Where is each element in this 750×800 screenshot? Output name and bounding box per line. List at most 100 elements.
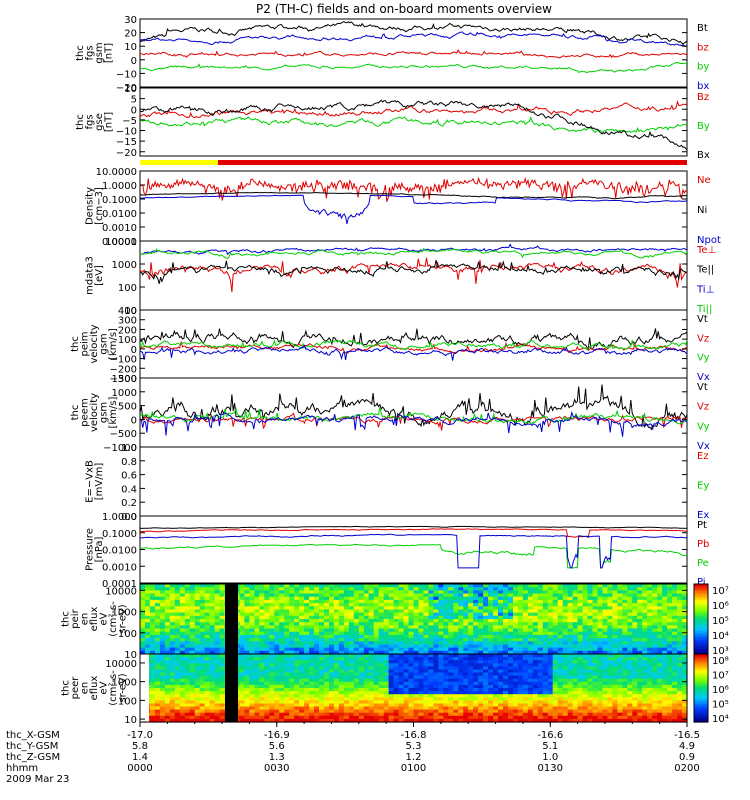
spectro-cell bbox=[149, 666, 156, 671]
spectro-cell bbox=[309, 654, 315, 658]
spectro-cell bbox=[319, 657, 325, 661]
spectro-cell bbox=[428, 638, 434, 642]
colorbar-swatch bbox=[694, 602, 708, 606]
legend-npot: Npot bbox=[697, 235, 721, 246]
spectro-cell bbox=[388, 712, 395, 717]
spectro-cell bbox=[587, 612, 594, 617]
spectro-cell bbox=[239, 697, 246, 701]
spectro-cell bbox=[607, 628, 613, 633]
spectro-cell bbox=[169, 641, 176, 646]
spectro-cell bbox=[214, 628, 221, 633]
spectro-cell bbox=[145, 587, 151, 591]
spectro-cell bbox=[333, 596, 340, 601]
spectro-cell bbox=[632, 691, 638, 695]
spectro-cell bbox=[682, 638, 688, 642]
spectro-cell bbox=[513, 675, 519, 680]
spectro-cell bbox=[513, 697, 519, 701]
spectro-cell bbox=[468, 587, 474, 591]
spectro-cell bbox=[622, 609, 628, 614]
spectro-cell bbox=[413, 684, 420, 689]
spectro-cell bbox=[552, 622, 559, 626]
spectro-cell bbox=[184, 681, 191, 686]
legend-vy: Vy bbox=[697, 421, 710, 432]
spectro-cell bbox=[448, 672, 454, 677]
spectro-cell bbox=[582, 691, 589, 695]
spectro-cell bbox=[572, 638, 579, 642]
spectro-cell bbox=[174, 706, 181, 711]
spectro-cell bbox=[428, 612, 434, 617]
spectro-cell bbox=[373, 606, 380, 611]
spectro-cell bbox=[612, 631, 618, 636]
spectro-cell bbox=[299, 641, 305, 646]
spectro-cell bbox=[617, 663, 623, 667]
spectro-cell bbox=[508, 672, 514, 677]
spectro-cell bbox=[582, 628, 589, 633]
spectro-cell bbox=[642, 684, 648, 689]
spectro-cell bbox=[468, 712, 474, 717]
spectro-cell bbox=[164, 672, 171, 677]
spectro-cell bbox=[433, 688, 439, 692]
spectro-cell bbox=[488, 612, 494, 617]
spectro-cell bbox=[657, 638, 663, 642]
spectro-cell bbox=[184, 657, 191, 661]
spectro-cell bbox=[259, 688, 265, 692]
spectro-cell bbox=[602, 697, 609, 701]
spectro-cell bbox=[304, 647, 310, 652]
spectro-cell bbox=[448, 609, 454, 614]
spectro-cell bbox=[279, 657, 285, 661]
spectro-cell bbox=[314, 644, 320, 649]
spectro-cell bbox=[513, 609, 519, 614]
spectro-cell bbox=[453, 619, 459, 623]
spectro-cell bbox=[199, 634, 206, 639]
spectro-cell bbox=[264, 603, 270, 607]
spectro-cell bbox=[522, 684, 529, 689]
spectro-cell bbox=[264, 584, 270, 588]
spectro-cell bbox=[572, 644, 579, 649]
spectro-cell bbox=[587, 622, 594, 626]
spectro-cell bbox=[642, 622, 648, 626]
spectro-cell bbox=[493, 599, 499, 604]
spectro-cell bbox=[587, 625, 594, 630]
spectro-cell bbox=[597, 647, 604, 652]
spectro-cell bbox=[219, 700, 226, 705]
spectro-cell bbox=[602, 641, 609, 646]
spectro-cell bbox=[398, 596, 405, 601]
spectro-cell bbox=[378, 584, 385, 588]
spectro-cell bbox=[582, 609, 589, 614]
spectro-cell bbox=[622, 700, 628, 705]
spectro-cell bbox=[532, 712, 539, 717]
panel-peir_en: 10⁷10⁶10⁵10⁴10³10000100010010thcpeirenef… bbox=[61, 583, 729, 661]
spectro-cell bbox=[622, 587, 628, 591]
spectro-cell bbox=[199, 619, 206, 623]
spectro-cell bbox=[373, 584, 380, 588]
spectro-cell bbox=[274, 650, 280, 655]
spectro-cell bbox=[592, 612, 599, 617]
spectro-cell bbox=[219, 678, 226, 683]
spectro-cell bbox=[363, 691, 370, 695]
spectro-cell bbox=[498, 599, 504, 604]
spectro-cell bbox=[363, 715, 370, 720]
y-tick-label: 0.0100 bbox=[102, 546, 137, 557]
spectro-cell bbox=[542, 612, 549, 617]
spectro-cell bbox=[174, 663, 181, 667]
spectro-cell bbox=[597, 596, 604, 601]
spectro-cell bbox=[428, 590, 434, 595]
legend-by: By bbox=[697, 121, 710, 132]
spectro-cell bbox=[458, 596, 464, 601]
spectro-cell bbox=[522, 650, 529, 655]
spectro-cell bbox=[279, 691, 285, 695]
spectro-cell bbox=[373, 638, 380, 642]
spectro-cell bbox=[304, 697, 310, 701]
spectro-cell bbox=[503, 612, 509, 617]
spectro-cell bbox=[562, 718, 569, 723]
spectro-cell bbox=[294, 584, 300, 588]
spectro-cell bbox=[149, 609, 156, 614]
spectro-cell bbox=[517, 691, 524, 695]
spectro-cell bbox=[149, 706, 156, 711]
spectro-cell bbox=[194, 715, 201, 720]
spectro-cell bbox=[607, 654, 613, 658]
spectro-cell bbox=[537, 657, 544, 661]
spectro-cell bbox=[473, 584, 479, 588]
spectro-cell bbox=[418, 606, 425, 611]
spectro-cell bbox=[617, 678, 623, 683]
